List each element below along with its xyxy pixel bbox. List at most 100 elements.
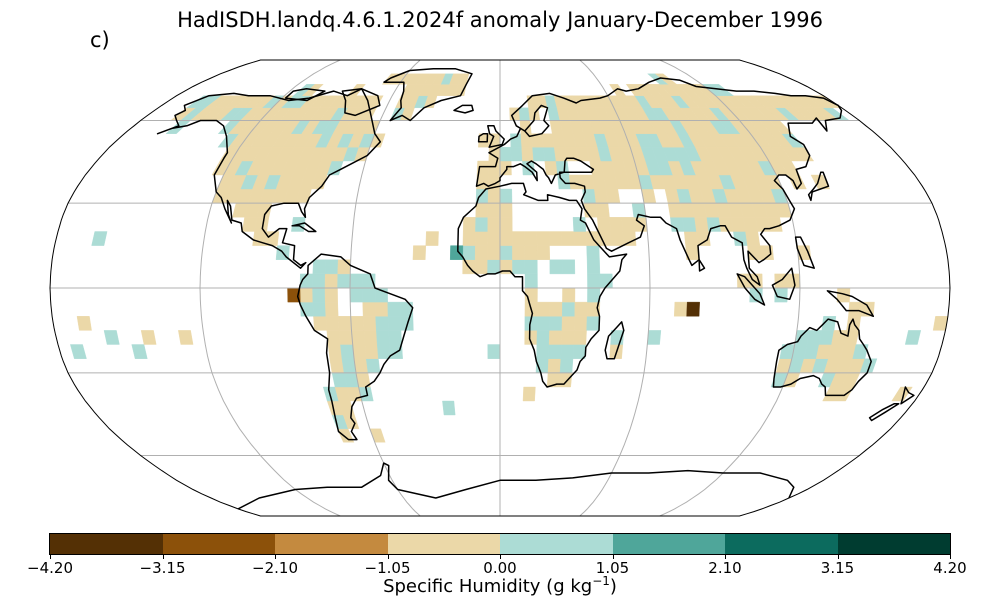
anomaly-cell — [673, 301, 688, 317]
longitude-line — [659, 59, 801, 517]
anomaly-cell — [536, 231, 550, 246]
anomaly-cell — [387, 316, 402, 331]
coastline-antarctica — [237, 462, 795, 510]
anomaly-cell — [562, 287, 576, 303]
longitude-line — [199, 59, 341, 517]
coastline-vict_isl — [284, 88, 326, 102]
anomaly-cell — [487, 203, 501, 218]
colorbar-segment — [500, 534, 613, 554]
anomaly-cell — [548, 330, 563, 345]
anomaly-cell — [745, 231, 761, 246]
anomaly-cell — [324, 301, 339, 317]
anomaly-cell — [518, 107, 531, 121]
graticule — [50, 59, 950, 517]
anomaly-cell — [512, 259, 526, 275]
anomaly-cell — [313, 316, 328, 331]
anomaly-cell — [572, 217, 587, 232]
anomaly-cell — [462, 231, 476, 246]
anomaly-cell — [412, 245, 427, 260]
anomaly-cell — [512, 245, 526, 260]
colorbar-label: Specific Humidity (g kg−1) — [383, 574, 617, 597]
colorbar-tick-mark — [162, 554, 164, 559]
anomaly-cell — [510, 133, 522, 148]
anomaly-cell — [848, 301, 863, 317]
anomaly-cell — [241, 217, 258, 232]
anomaly-cell — [362, 287, 376, 303]
anomaly-cell — [329, 358, 345, 373]
anomaly-cell — [537, 301, 551, 317]
anomaly-cell — [524, 273, 538, 289]
anomaly-cell — [543, 147, 557, 162]
coastline-japan — [807, 171, 830, 202]
anomaly-cell — [76, 316, 92, 331]
anomaly-cell — [694, 217, 709, 232]
anomaly-cell — [338, 330, 353, 345]
colorbar-segment — [725, 534, 838, 554]
coastline-newguinea — [826, 290, 875, 318]
anomaly-cell — [560, 344, 574, 359]
colorbar-tick-mark — [50, 554, 51, 559]
anomaly-cell — [70, 344, 87, 359]
anomaly-cell — [131, 344, 148, 359]
anomaly-cell — [686, 301, 700, 317]
anomaly-cell — [522, 386, 536, 402]
colorbar-tick-mark — [950, 554, 951, 559]
anomaly-cell — [349, 273, 363, 289]
anomaly-cell — [549, 259, 563, 275]
anomaly-cell — [549, 316, 563, 331]
anomaly-cell — [605, 188, 621, 204]
anomaly-cell — [544, 160, 558, 176]
anomaly-cell — [597, 217, 611, 232]
colorbar-tick-mark — [500, 554, 501, 559]
anomaly-cell — [586, 316, 600, 331]
colorbar-tick-label: 0.00 — [483, 559, 517, 577]
anomaly-cell — [487, 217, 501, 232]
longitude-line — [579, 59, 651, 517]
coastline-baffin — [341, 88, 381, 117]
anomaly-cell — [594, 188, 609, 204]
colorbar-tick-label: 4.20 — [933, 559, 967, 577]
anomaly-cell — [387, 301, 401, 317]
anomaly-cell — [363, 330, 378, 345]
anomaly-cell — [499, 231, 513, 246]
anomaly-cell — [178, 330, 194, 345]
anomaly-cell — [487, 259, 501, 275]
colorbar-tick-label: −1.05 — [364, 559, 411, 577]
anomaly-cell — [312, 287, 326, 303]
coastline-africa — [457, 182, 628, 388]
colorbar — [49, 533, 951, 555]
anomaly-cell — [568, 174, 583, 190]
anomaly-cell — [633, 217, 648, 232]
anomaly-cell — [140, 330, 157, 345]
coastline-sumatra — [736, 273, 766, 306]
colorbar-tick-label: 1.05 — [595, 559, 630, 577]
coastline-ireland — [477, 132, 489, 143]
coastline-borneo — [771, 267, 796, 301]
anomaly-cell — [706, 217, 722, 232]
anomaly-cell — [327, 344, 343, 359]
colorbar-tick-mark — [612, 554, 614, 559]
anomaly-cell — [442, 400, 456, 416]
colorbar-segment — [837, 534, 950, 554]
anomaly-grid — [70, 73, 949, 443]
anomaly-cell — [574, 301, 588, 317]
coastline-samerica — [296, 253, 414, 441]
anomaly-cell — [730, 217, 746, 232]
anomaly-cell — [364, 344, 379, 359]
anomaly-cell — [536, 245, 551, 260]
anomaly-cell — [499, 160, 512, 176]
colorbar-tick-label: −2.10 — [252, 559, 298, 577]
coastlines — [156, 68, 915, 510]
anomaly-cell — [349, 287, 363, 303]
colorbar-tick-mark — [725, 554, 726, 559]
anomaly-cell — [718, 217, 734, 232]
colorbar-tick-label: −4.20 — [27, 559, 73, 577]
anomaly-cell — [337, 316, 352, 331]
anomaly-cell — [512, 231, 526, 246]
anomaly-cell — [683, 231, 699, 246]
anomaly-cell — [524, 231, 538, 246]
anomaly-cell — [337, 259, 351, 275]
colorbar-segment — [275, 534, 388, 554]
anomaly-cell — [312, 301, 327, 317]
anomaly-cell — [475, 217, 489, 232]
